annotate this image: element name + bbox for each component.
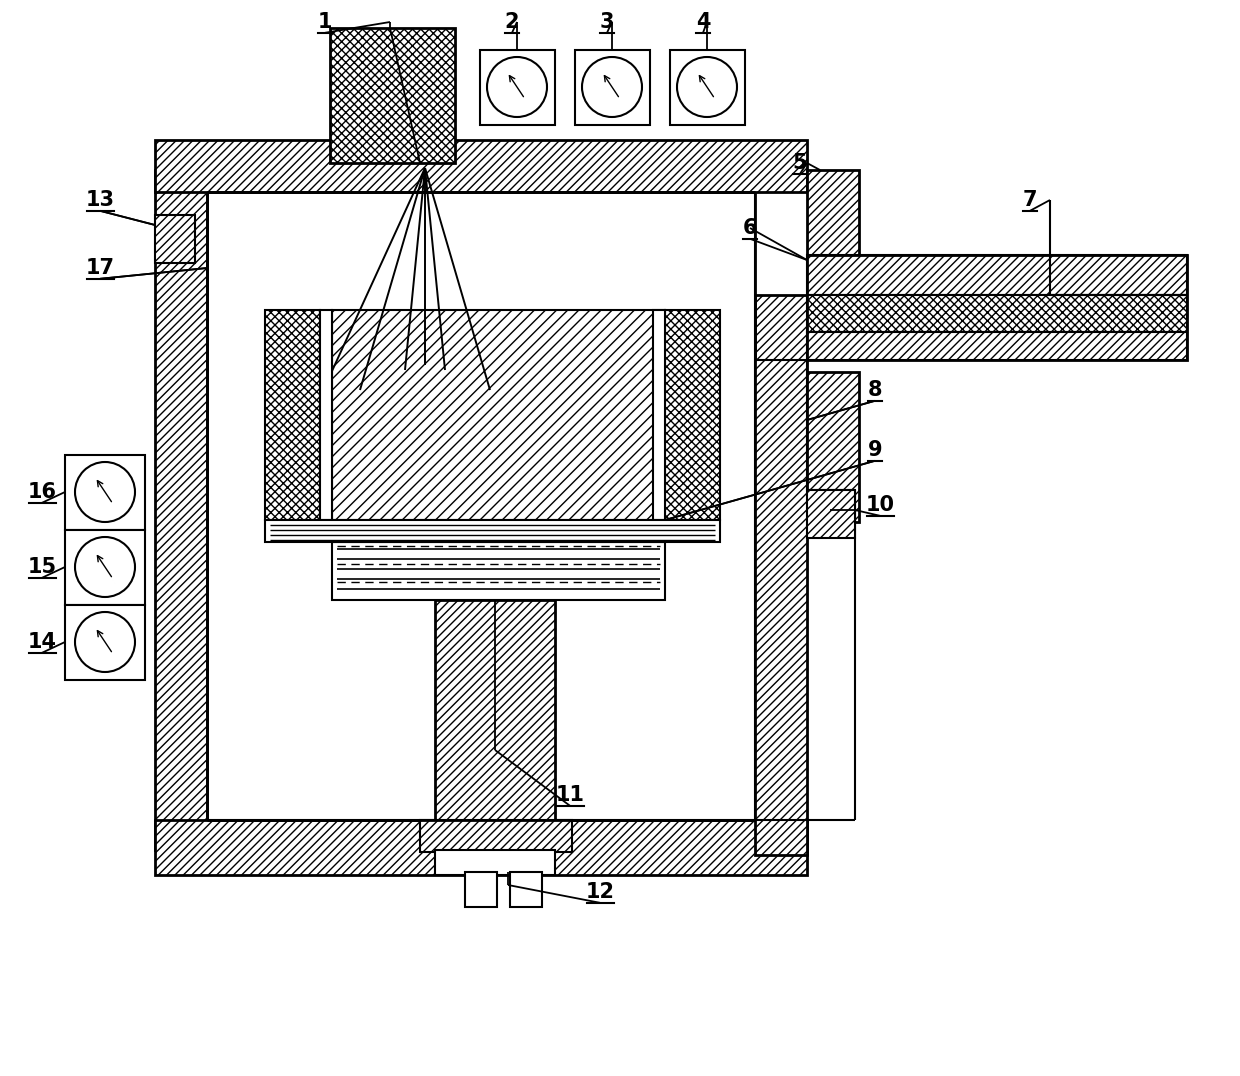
Bar — [155, 170, 207, 850]
Bar — [807, 295, 1187, 332]
Text: 17: 17 — [86, 258, 114, 278]
Bar — [330, 28, 455, 162]
Bar — [755, 295, 807, 855]
Bar — [265, 310, 320, 520]
Text: 13: 13 — [86, 190, 114, 210]
Text: 11: 11 — [556, 785, 584, 805]
Bar — [807, 255, 1187, 360]
Bar — [807, 170, 859, 300]
Bar — [155, 140, 807, 192]
Text: 10: 10 — [866, 495, 894, 515]
Text: 4: 4 — [696, 12, 711, 32]
Text: 6: 6 — [743, 218, 758, 238]
Bar — [64, 455, 145, 530]
Text: 1: 1 — [317, 12, 332, 32]
Text: 2: 2 — [505, 12, 520, 32]
Bar — [807, 372, 859, 522]
Bar — [807, 490, 856, 538]
Bar — [320, 310, 332, 520]
Text: 7: 7 — [1023, 190, 1037, 210]
Text: 15: 15 — [27, 557, 57, 577]
Text: 14: 14 — [27, 632, 57, 652]
Bar — [207, 192, 755, 820]
Bar — [435, 600, 556, 825]
Bar — [64, 605, 145, 680]
Bar — [155, 820, 807, 875]
Bar — [653, 310, 665, 520]
Bar — [332, 310, 665, 520]
Bar — [420, 820, 572, 852]
Text: 16: 16 — [27, 482, 57, 502]
Bar — [435, 850, 556, 875]
Text: 9: 9 — [868, 440, 883, 461]
Text: 8: 8 — [868, 380, 882, 400]
Bar — [265, 520, 720, 542]
Text: 3: 3 — [600, 12, 614, 32]
Bar — [332, 542, 665, 600]
Bar — [575, 49, 650, 125]
Bar — [665, 310, 720, 520]
Bar — [807, 332, 1187, 360]
Bar — [465, 872, 497, 907]
Bar — [510, 872, 542, 907]
Bar — [64, 530, 145, 605]
Bar — [807, 255, 1187, 295]
Text: 5: 5 — [792, 153, 807, 173]
Bar — [155, 215, 195, 263]
Bar — [670, 49, 745, 125]
Bar — [480, 49, 556, 125]
Text: 12: 12 — [585, 882, 615, 902]
